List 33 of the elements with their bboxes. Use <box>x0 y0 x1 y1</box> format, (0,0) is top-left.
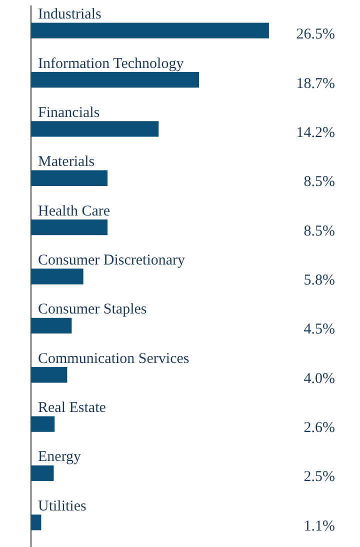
y-tick-label: Real Estate <box>38 400 106 416</box>
data-label: 8.5% <box>304 223 335 240</box>
bar <box>31 268 84 284</box>
data-label: 26.5% <box>296 26 335 43</box>
y-tick-label: Health Care <box>38 203 110 220</box>
y-tick-label: Utilities <box>38 498 86 514</box>
bar <box>31 72 200 88</box>
y-tick-label: Consumer Discretionary <box>38 252 186 268</box>
data-label: 14.2% <box>296 124 335 141</box>
y-tick-label: Energy <box>38 449 82 466</box>
data-label: 8.5% <box>304 174 335 190</box>
bar <box>31 121 159 137</box>
y-tick-label: Industrials <box>38 6 102 23</box>
bar <box>31 170 108 186</box>
data-label: 5.8% <box>304 272 335 288</box>
y-tick-label: Financials <box>38 104 100 121</box>
data-label: 2.5% <box>304 469 335 486</box>
data-label: 18.7% <box>296 76 335 92</box>
bar <box>31 416 55 432</box>
bar <box>31 367 68 383</box>
y-tick-label: Materials <box>38 154 95 170</box>
y-tick-label: Information Technology <box>38 56 184 72</box>
bar <box>31 514 42 530</box>
y-tick-label: Consumer Staples <box>38 302 147 318</box>
bar <box>31 465 54 482</box>
bar <box>31 318 72 334</box>
y-tick-label: Communication Services <box>38 350 190 367</box>
bar <box>31 22 269 38</box>
data-label: 1.1% <box>304 518 335 534</box>
bar <box>31 219 108 236</box>
data-label: 2.6% <box>304 420 335 436</box>
data-label: 4.0% <box>304 370 335 387</box>
data-label: 4.5% <box>304 322 335 338</box>
